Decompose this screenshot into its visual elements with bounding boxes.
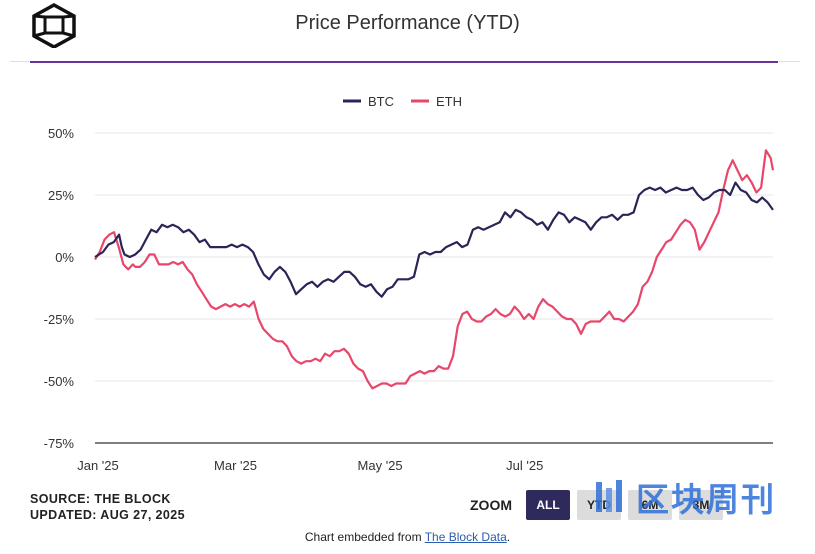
price-performance-chart: BTC ETH 50% 25% 0% -25% -50% -75% Jan '25 Mar '… xyxy=(44,94,775,473)
series-line-eth xyxy=(94,149,775,390)
the-block-data-link[interactable]: The Block Data xyxy=(424,530,507,544)
y-tick-label: -50% xyxy=(44,374,75,389)
updated-label: UPDATED: AUG 27, 2025 xyxy=(30,508,185,522)
chart-grid xyxy=(95,132,773,444)
source-label: SOURCE: THE BLOCK xyxy=(30,492,171,506)
legend-label-btc[interactable]: BTC xyxy=(368,94,394,109)
chart-source-info: SOURCE: THE BLOCK UPDATED: AUG 27, 2025 xyxy=(30,491,185,523)
embed-prefix: Chart embedded from xyxy=(304,530,425,544)
chart-legend[interactable]: BTC ETH xyxy=(343,94,462,109)
x-tick-label: Jan '25 xyxy=(77,458,119,473)
the-block-logo-icon xyxy=(32,3,76,48)
page-title: Price Performance (YTD) xyxy=(295,12,520,34)
x-tick-label: May '25 xyxy=(358,458,403,473)
y-tick-label: -25% xyxy=(44,312,75,327)
chart-series xyxy=(94,149,775,390)
legend-label-eth[interactable]: ETH xyxy=(436,94,462,109)
zoom-3m-button[interactable]: 3M xyxy=(679,490,723,520)
watermark: 区块周刊 xyxy=(594,474,794,520)
zoom-all-button[interactable]: ALL xyxy=(526,490,570,520)
chart-bars-icon xyxy=(596,480,622,512)
header-divider xyxy=(30,61,778,63)
x-axis: Jan '25 Mar '25 May '25 Jul '25 xyxy=(77,458,543,473)
y-tick-label: 25% xyxy=(48,188,74,203)
y-tick-label: 0% xyxy=(55,250,74,265)
y-tick-label: 50% xyxy=(48,126,74,141)
y-tick-label: -75% xyxy=(44,436,75,451)
series-line-btc xyxy=(94,181,774,298)
embed-note: Chart embedded from The Block Data. xyxy=(0,530,815,544)
watermark-text: 区块周刊 xyxy=(636,480,776,519)
zoom-6m-button[interactable]: 6M xyxy=(628,490,672,520)
x-tick-label: Jul '25 xyxy=(506,458,543,473)
embed-suffix: . xyxy=(506,530,511,544)
y-axis: 50% 25% 0% -25% -50% -75% xyxy=(44,126,75,451)
zoom-label: ZOOM xyxy=(470,497,512,513)
x-tick-label: Mar '25 xyxy=(214,458,257,473)
